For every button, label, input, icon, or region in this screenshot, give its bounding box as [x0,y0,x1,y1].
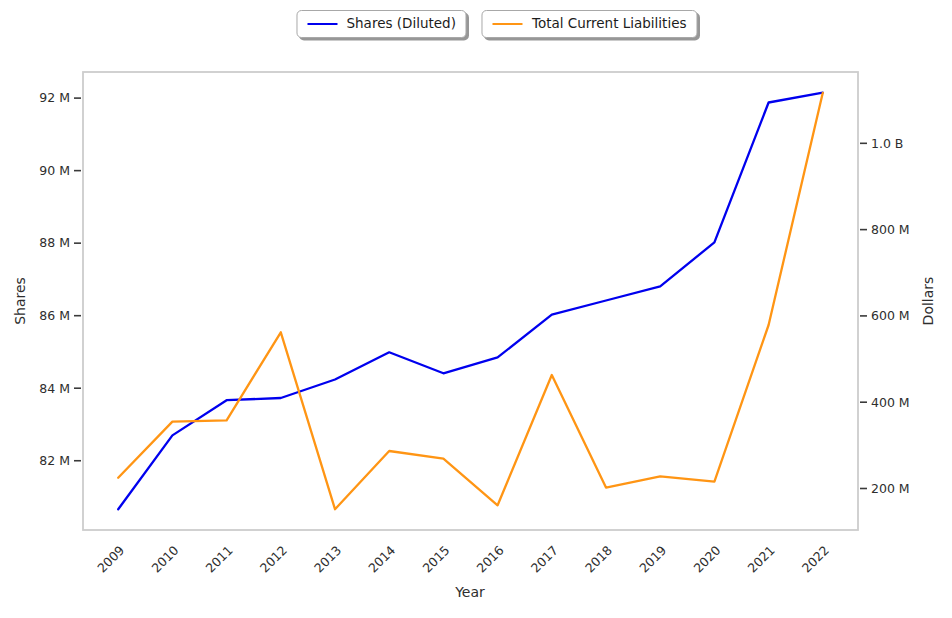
x-tick-label: 2021 [745,543,778,576]
x-tick-label: 2012 [257,543,290,576]
chart-figure: Shares (Diluted) Total Current Liabiliti… [0,0,952,618]
y-left-tick-label: 86 M [39,308,70,323]
x-tick-label: 2015 [419,543,452,576]
line-chart-canvas: 82 M 84 M 86 M 88 M 90 M 92 M 200 M 400 M 600 M 8… [0,0,952,618]
y-left-tick-label: 92 M [39,90,70,105]
x-axis-title: Year [455,584,485,600]
x-tick-label: 2014 [365,542,398,575]
y-right-tick-label: 600 M [871,308,910,323]
y-left-tick-label: 82 M [39,453,70,468]
y-left-tick-label: 88 M [39,235,70,250]
x-tick-label: 2022 [799,543,832,576]
y-left-tick-label: 90 M [39,163,70,178]
right-axis-title: Dollars [920,277,936,326]
series-line-total-current-liabilities [118,93,823,509]
x-tick-label: 2018 [582,542,615,575]
x-tick-label: 2019 [636,542,669,575]
y-right-tick-label: 800 M [871,222,910,237]
x-tick-label: 2020 [690,542,723,575]
x-tick-label: 2009 [94,542,127,575]
series-line-shares-diluted- [118,93,823,510]
x-tick-label: 2011 [203,543,236,576]
left-axis-title: Shares [12,277,28,325]
x-tick-label: 2013 [311,543,344,576]
x-tick-label: 2016 [474,542,507,575]
x-tick-label: 2017 [528,543,561,576]
y-right-tick-label: 1.0 B [871,136,903,151]
plot-border [83,72,858,530]
x-tick-label: 2010 [148,542,181,575]
y-right-tick-label: 400 M [871,395,910,410]
y-right-tick-label: 200 M [871,481,910,496]
y-left-tick-label: 84 M [39,381,70,396]
